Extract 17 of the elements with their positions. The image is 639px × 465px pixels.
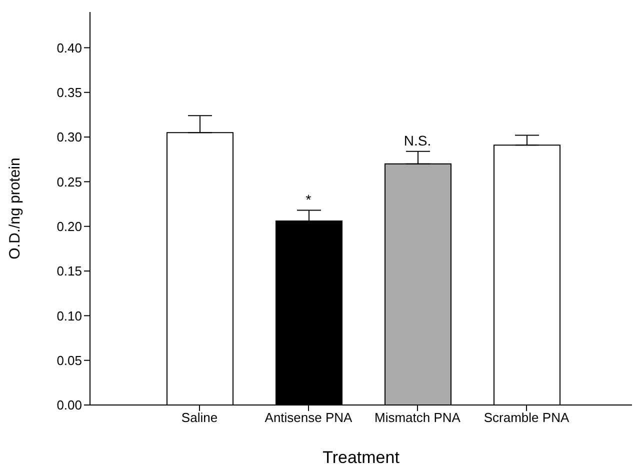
- y-tick-label: 0.05: [56, 352, 82, 368]
- y-tick-label: 0.15: [56, 264, 82, 279]
- x-tick-label: Antisense PNA: [264, 410, 353, 426]
- y-tick-label: 0.10: [56, 308, 82, 324]
- y-tick-label: 0.00: [56, 398, 82, 413]
- y-tick-label: 0.30: [56, 130, 82, 145]
- x-tick-label: Mismatch PNA: [374, 410, 461, 426]
- x-axis-title: Treatment: [322, 448, 400, 465]
- y-tick-label: 0.40: [56, 40, 82, 56]
- x-tick-label: Scramble PNA: [484, 410, 570, 426]
- y-tick-label: 0.35: [56, 85, 82, 100]
- annotation: N.S.: [404, 132, 432, 148]
- y-tick-label: 0.25: [56, 174, 82, 190]
- x-tick-label: Saline: [181, 410, 218, 426]
- annotation: *: [306, 191, 312, 208]
- y-axis-title: O.D./ng protein: [6, 158, 24, 260]
- y-tick-label: 0.20: [56, 218, 82, 234]
